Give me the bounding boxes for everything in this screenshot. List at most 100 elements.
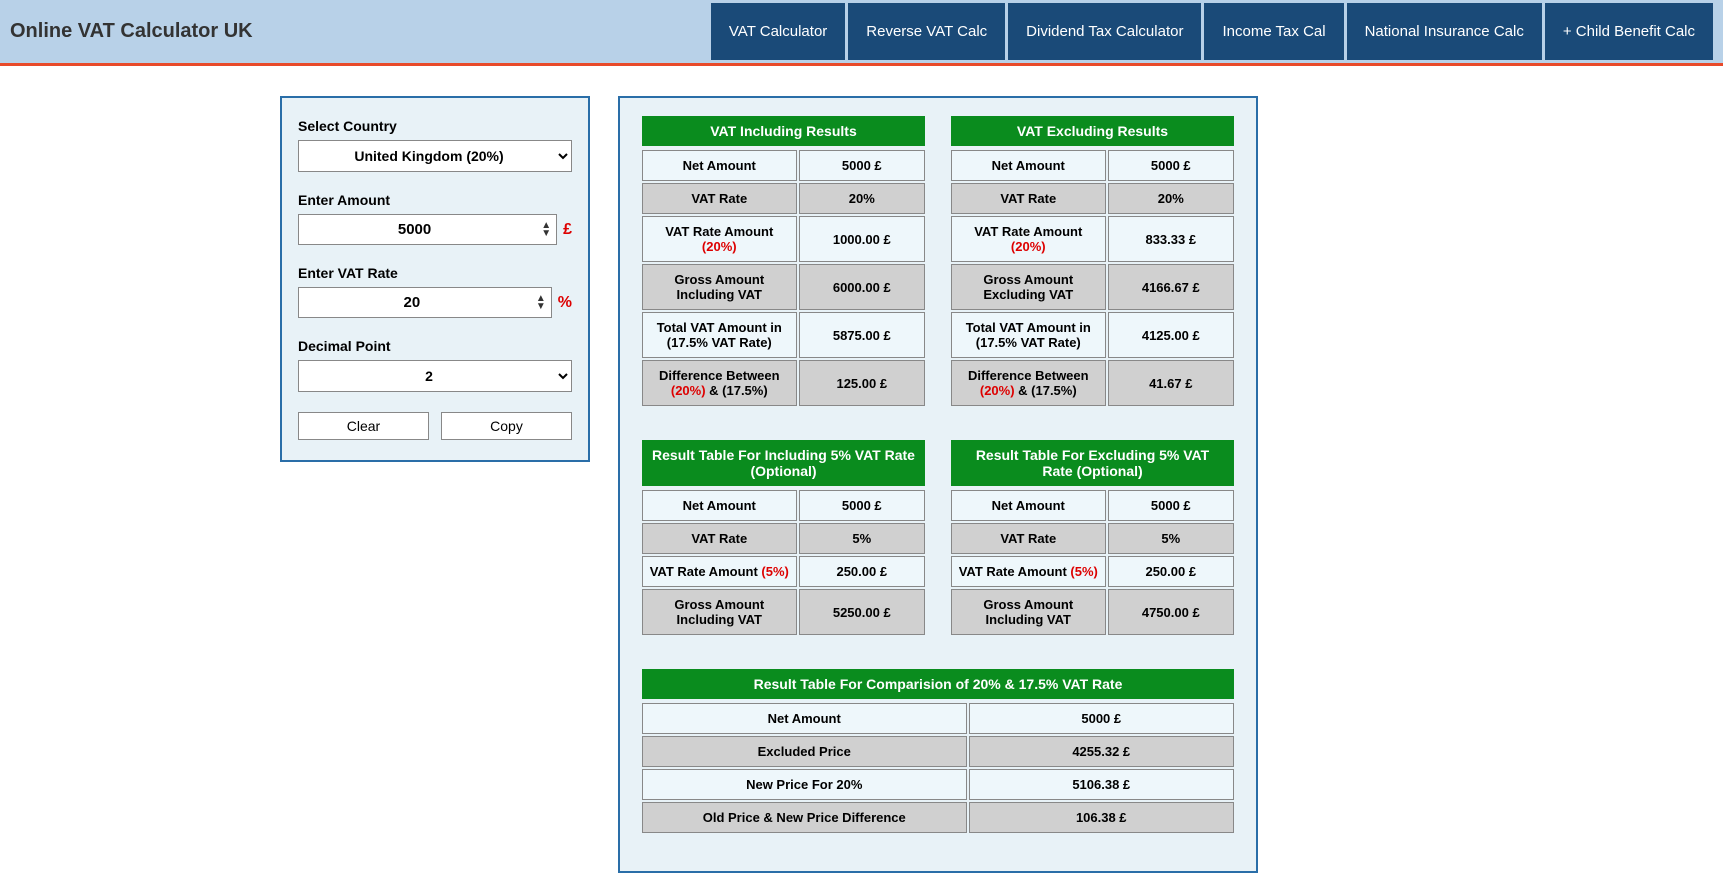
amount-label: Enter Amount xyxy=(298,192,572,208)
nav-dividend-tax[interactable]: Dividend Tax Calculator xyxy=(1008,3,1201,60)
exc5-label: Gross Amount Including VAT xyxy=(951,589,1106,635)
vat-inc-label: VAT Rate xyxy=(642,183,797,214)
table-row: Net Amount5000 £ xyxy=(951,150,1234,181)
vat-exc-value: 20% xyxy=(1108,183,1234,214)
input-panel: Select Country United Kingdom (20%) Ente… xyxy=(280,96,590,462)
decimal-label: Decimal Point xyxy=(298,338,572,354)
exc5-label: Net Amount xyxy=(951,490,1106,521)
table-row: Gross Amount Including VAT4750.00 £ xyxy=(951,589,1234,635)
table-row: Difference Between (20%) & (17.5%)125.00… xyxy=(642,360,925,406)
vat-exc-label: Difference Between (20%) & (17.5%) xyxy=(951,360,1106,406)
table-row: Net Amount5000 £ xyxy=(642,703,1234,734)
table-row: VAT Rate5% xyxy=(642,523,925,554)
nav-child-benefit[interactable]: + Child Benefit Calc xyxy=(1545,3,1713,60)
excluding-5-title: Result Table For Excluding 5% VAT Rate (… xyxy=(951,440,1234,486)
inc5-label: Net Amount xyxy=(642,490,797,521)
comparison-table: Result Table For Comparision of 20% & 17… xyxy=(640,667,1236,701)
country-label: Select Country xyxy=(298,118,572,134)
page-title: Online VAT Calculator UK xyxy=(0,0,280,63)
vat-inc-value: 125.00 £ xyxy=(799,360,925,406)
table-row: VAT Rate5% xyxy=(951,523,1234,554)
copy-button[interactable]: Copy xyxy=(441,412,572,440)
vat-exc-label: VAT Rate Amount (20%) xyxy=(951,216,1106,262)
comp-value: 5000 £ xyxy=(969,703,1235,734)
table-row: Gross Amount Excluding VAT4166.67 £ xyxy=(951,264,1234,310)
table-row: VAT Rate Amount (20%)1000.00 £ xyxy=(642,216,925,262)
vat-inc-value: 6000.00 £ xyxy=(799,264,925,310)
vat-including-table: VAT Including Results xyxy=(640,114,927,148)
results-panel: VAT Including Results Net Amount5000 £VA… xyxy=(618,96,1258,873)
vat-inc-label: Difference Between (20%) & (17.5%) xyxy=(642,360,797,406)
inc5-value: 250.00 £ xyxy=(799,556,925,587)
rate-label: Enter VAT Rate xyxy=(298,265,572,281)
vat-exc-label: VAT Rate xyxy=(951,183,1106,214)
vat-exc-label: Net Amount xyxy=(951,150,1106,181)
vat-exc-value: 4166.67 £ xyxy=(1108,264,1234,310)
comp-value: 4255.32 £ xyxy=(969,736,1235,767)
inc5-value: 5000 £ xyxy=(799,490,925,521)
header: Online VAT Calculator UK VAT Calculator … xyxy=(0,0,1723,66)
inc5-label: VAT Rate Amount (5%) xyxy=(642,556,797,587)
excluding-5-col: Result Table For Excluding 5% VAT Rate (… xyxy=(949,438,1236,637)
inc5-label: Gross Amount Including VAT xyxy=(642,589,797,635)
vat-exc-label: Gross Amount Excluding VAT xyxy=(951,264,1106,310)
table-row: VAT Rate Amount (5%)250.00 £ xyxy=(951,556,1234,587)
table-row: Gross Amount Including VAT5250.00 £ xyxy=(642,589,925,635)
comparison-title: Result Table For Comparision of 20% & 17… xyxy=(642,669,1234,699)
inc5-label: VAT Rate xyxy=(642,523,797,554)
rate-suffix: % xyxy=(558,294,572,312)
vat-inc-label: Gross Amount Including VAT xyxy=(642,264,797,310)
table-row: VAT Rate20% xyxy=(951,183,1234,214)
vat-including-title: VAT Including Results xyxy=(642,116,925,146)
comp-label: Net Amount xyxy=(642,703,967,734)
exc5-label: VAT Rate Amount (5%) xyxy=(951,556,1106,587)
amount-input[interactable] xyxy=(298,214,557,245)
vat-inc-value: 1000.00 £ xyxy=(799,216,925,262)
country-select[interactable]: United Kingdom (20%) xyxy=(298,140,572,172)
vat-excluding-col: VAT Excluding Results Net Amount5000 £VA… xyxy=(949,114,1236,408)
amount-suffix: £ xyxy=(563,221,572,239)
inc5-value: 5250.00 £ xyxy=(799,589,925,635)
including-5-col: Result Table For Including 5% VAT Rate (… xyxy=(640,438,927,637)
table-row: Excluded Price4255.32 £ xyxy=(642,736,1234,767)
vat-exc-value: 833.33 £ xyxy=(1108,216,1234,262)
table-row: VAT Rate Amount (5%)250.00 £ xyxy=(642,556,925,587)
nav-vat-calculator[interactable]: VAT Calculator xyxy=(711,3,845,60)
nav-reverse-vat[interactable]: Reverse VAT Calc xyxy=(848,3,1005,60)
decimal-select[interactable]: 2 xyxy=(298,360,572,392)
vat-inc-value: 20% xyxy=(799,183,925,214)
including-5-title: Result Table For Including 5% VAT Rate (… xyxy=(642,440,925,486)
rate-input[interactable] xyxy=(298,287,552,318)
comp-value: 106.38 £ xyxy=(969,802,1235,833)
vat-inc-value: 5875.00 £ xyxy=(799,312,925,358)
nav-national-insurance[interactable]: National Insurance Calc xyxy=(1347,3,1542,60)
vat-inc-label: Total VAT Amount in (17.5% VAT Rate) xyxy=(642,312,797,358)
vat-inc-value: 5000 £ xyxy=(799,150,925,181)
table-row: Old Price & New Price Difference106.38 £ xyxy=(642,802,1234,833)
table-row: New Price For 20%5106.38 £ xyxy=(642,769,1234,800)
exc5-value: 5% xyxy=(1108,523,1234,554)
inc5-value: 5% xyxy=(799,523,925,554)
table-row: VAT Rate20% xyxy=(642,183,925,214)
comparison-section: Result Table For Comparision of 20% & 17… xyxy=(640,667,1236,835)
table-row: Net Amount5000 £ xyxy=(642,490,925,521)
table-row: Net Amount5000 £ xyxy=(642,150,925,181)
vat-exc-value: 41.67 £ xyxy=(1108,360,1234,406)
clear-button[interactable]: Clear xyxy=(298,412,429,440)
comp-label: Excluded Price xyxy=(642,736,967,767)
exc5-value: 5000 £ xyxy=(1108,490,1234,521)
excluding-5-table: Result Table For Excluding 5% VAT Rate (… xyxy=(949,438,1236,488)
table-row: Gross Amount Including VAT6000.00 £ xyxy=(642,264,925,310)
table-row: Difference Between (20%) & (17.5%)41.67 … xyxy=(951,360,1234,406)
table-row: Total VAT Amount in (17.5% VAT Rate)5875… xyxy=(642,312,925,358)
exc5-value: 250.00 £ xyxy=(1108,556,1234,587)
including-5-table: Result Table For Including 5% VAT Rate (… xyxy=(640,438,927,488)
table-row: Total VAT Amount in (17.5% VAT Rate)4125… xyxy=(951,312,1234,358)
nav-income-tax[interactable]: Income Tax Cal xyxy=(1204,3,1343,60)
vat-inc-label: Net Amount xyxy=(642,150,797,181)
comp-value: 5106.38 £ xyxy=(969,769,1235,800)
exc5-value: 4750.00 £ xyxy=(1108,589,1234,635)
vat-excluding-title: VAT Excluding Results xyxy=(951,116,1234,146)
nav: VAT Calculator Reverse VAT Calc Dividend… xyxy=(711,3,1723,60)
vat-including-col: VAT Including Results Net Amount5000 £VA… xyxy=(640,114,927,408)
